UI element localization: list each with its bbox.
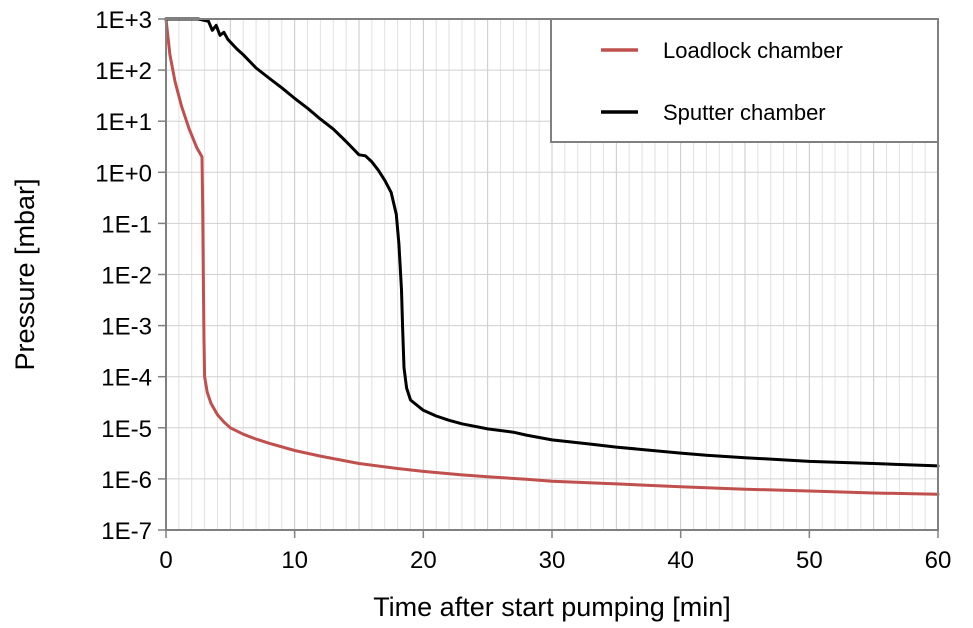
y-tick-label: 1E-4 [101,365,152,392]
x-tick-label: 10 [281,547,308,574]
x-tick-label: 40 [667,547,694,574]
legend-box [550,18,939,143]
y-tick-label: 1E-1 [101,211,152,238]
x-axis-title: Time after start pumping [min] [373,592,731,622]
y-tick-label: 1E-3 [101,314,152,341]
legend-label: Loadlock chamber [663,38,843,63]
y-tick-label: 1E+3 [95,7,152,34]
y-tick-label: 1E+1 [95,109,152,136]
series-line-loadlock [164,17,940,496]
x-tick-label: 30 [539,547,566,574]
axis-ticks: 0 10 20 30 40 50 60 1E+3 1E+2 1E+1 1E+0 1E-1 1E-2 1E-… [95,7,951,574]
y-tick-label: 1E+2 [95,58,152,85]
y-tick-label: 1E+0 [95,160,152,187]
y-tick-label: 1E-5 [101,416,152,443]
y-tick-label: 1E-2 [101,263,152,290]
series-lines [164,17,940,496]
x-tick-label: 60 [925,547,952,574]
y-tick-label: 1E-7 [101,518,152,545]
x-tick-label: 20 [410,547,437,574]
series-line-sputter [164,17,940,468]
y-tick-label: 1E-6 [101,467,152,494]
x-tick-label: 50 [796,547,823,574]
legend: Loadlock chamber Sputter chamber [550,18,939,143]
legend-label: Sputter chamber [663,100,826,125]
x-tick-label: 0 [159,547,172,574]
y-axis-title: Pressure [mbar] [10,178,40,370]
